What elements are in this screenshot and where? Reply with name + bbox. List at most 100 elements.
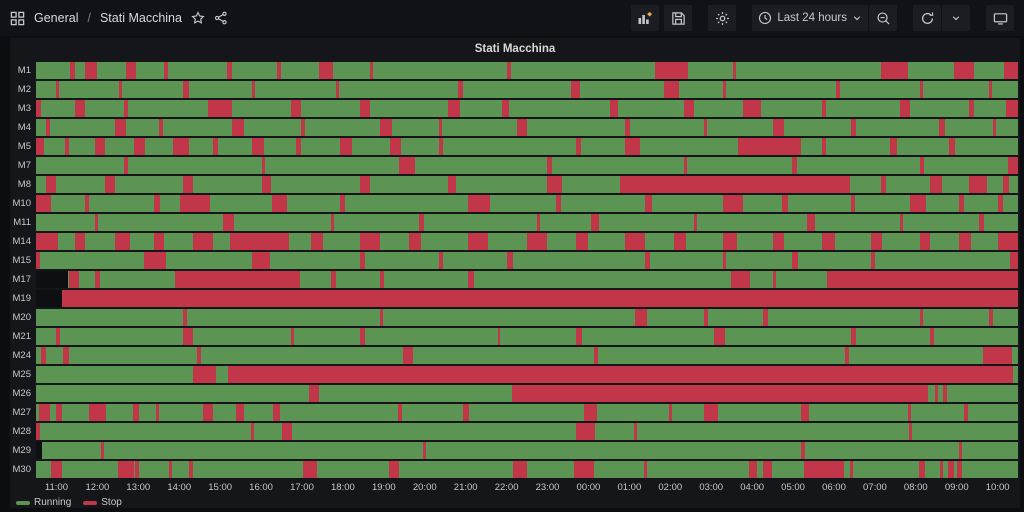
save-dashboard-button[interactable]: [664, 5, 693, 31]
stop-segment: [959, 442, 963, 459]
refresh-button[interactable]: [913, 5, 941, 31]
machine-label: M11: [13, 217, 31, 228]
legend-item-stop[interactable]: Stop: [83, 497, 122, 508]
state-track: [36, 214, 1018, 231]
stop-segment: [625, 138, 640, 155]
star-icon[interactable]: [191, 11, 205, 25]
stop-segment: [762, 309, 768, 326]
state-track: [36, 100, 1018, 117]
stop-segment: [55, 328, 60, 345]
stop-segment: [593, 347, 598, 364]
stop-segment: [418, 214, 424, 231]
stop-segment: [821, 100, 826, 117]
stop-segment: [527, 233, 547, 250]
time-tick-label: 04:00: [740, 482, 765, 493]
stop-segment: [507, 62, 512, 79]
time-tick-label: 23:00: [535, 482, 560, 493]
breadcrumb-folder[interactable]: General: [34, 11, 79, 25]
timeline-rows: M1 M2 M3 M4 M5 M7 M8 M10 M11 M14 M15 M17 M19 M20 M21 M2…: [10, 60, 1020, 479]
machine-label: M27: [12, 407, 31, 418]
stop-segment: [845, 347, 850, 364]
stop-segment: [556, 195, 562, 212]
stop-segment: [422, 442, 426, 459]
stop-segment: [963, 404, 968, 421]
time-tick-label: 10:00: [985, 482, 1010, 493]
timeline-row: M25: [10, 365, 1018, 384]
cycle-view-mode-button[interactable]: [986, 5, 1014, 31]
timeline-row: M14: [10, 232, 1018, 251]
legend-item-running[interactable]: Running: [16, 497, 71, 508]
stop-segment: [40, 347, 46, 364]
machine-label: M21: [12, 331, 31, 342]
stop-segment: [693, 214, 697, 231]
stop-segment: [379, 309, 383, 326]
stop-segment: [207, 100, 233, 117]
time-tick-label: 06:00: [822, 482, 846, 493]
timeline-row: M1: [10, 61, 1018, 80]
stop-segment: [571, 81, 581, 98]
stop-segment: [625, 119, 631, 136]
stop-segment: [252, 138, 264, 155]
stop-segment: [175, 271, 301, 288]
state-track: [36, 290, 1018, 307]
stop-segment: [119, 81, 123, 98]
stop-segment: [949, 138, 956, 155]
stop-segment: [360, 233, 380, 250]
stop-segment: [772, 119, 785, 136]
stop-segment: [723, 195, 744, 212]
stop-segment: [998, 233, 1018, 250]
time-range-picker[interactable]: Last 24 hours: [752, 5, 868, 31]
timeline-row: M30: [10, 460, 1018, 479]
stop-segment: [155, 404, 159, 421]
stop-segment: [379, 119, 393, 136]
legend-swatch: [16, 500, 30, 505]
machine-label: M19: [12, 293, 31, 304]
stop-segment: [61, 290, 1018, 307]
share-icon[interactable]: [214, 11, 228, 25]
stop-segment: [620, 176, 851, 193]
stop-segment: [468, 271, 474, 288]
stop-segment: [513, 461, 527, 478]
stop-segment: [45, 176, 56, 193]
stop-segment: [703, 404, 719, 421]
time-tick-label: 13:00: [126, 482, 151, 493]
stop-segment: [502, 100, 510, 117]
stop-segment: [183, 328, 194, 345]
stop-segment: [114, 233, 131, 250]
stop-segment: [330, 271, 336, 288]
stop-segment: [36, 423, 40, 440]
panel-title[interactable]: Stati Macchina: [474, 43, 556, 55]
add-panel-button[interactable]: [631, 5, 660, 31]
dashboard-settings-button[interactable]: [708, 5, 737, 31]
stop-segment: [908, 404, 911, 421]
stop-segment: [512, 385, 928, 402]
stop-segment: [232, 119, 245, 136]
stop-segment: [135, 461, 140, 478]
stop-segment: [409, 233, 421, 250]
stop-segment: [303, 461, 317, 478]
stop-segment: [939, 119, 946, 136]
stop-segment: [252, 252, 270, 269]
refresh-interval-dropdown[interactable]: [942, 5, 970, 31]
stop-segment: [772, 271, 777, 288]
stop-segment: [821, 138, 826, 155]
state-track: [36, 328, 1018, 345]
stop-segment: [134, 138, 145, 155]
stop-segment: [507, 252, 514, 269]
dashboards-grid-icon[interactable]: [10, 11, 25, 26]
stop-segment: [70, 62, 76, 79]
time-axis: 11:00 12:00 13:00 14:00 15:00 16:00 17:00 18:00…: [36, 482, 1018, 493]
nodata-segment: [36, 271, 69, 288]
stop-segment: [684, 157, 688, 174]
zoom-out-time-button[interactable]: [869, 5, 897, 31]
stop-segment: [180, 195, 210, 212]
stop-segment: [583, 404, 597, 421]
timeline-row: M8: [10, 175, 1018, 194]
stop-segment: [55, 404, 62, 421]
breadcrumb-dashboard-title[interactable]: Stati Macchina: [99, 11, 182, 25]
stop-segment: [900, 100, 910, 117]
stop-segment: [792, 157, 798, 174]
stop-segment: [301, 119, 306, 136]
timeline-row: M28: [10, 422, 1018, 441]
stop-segment: [183, 176, 194, 193]
